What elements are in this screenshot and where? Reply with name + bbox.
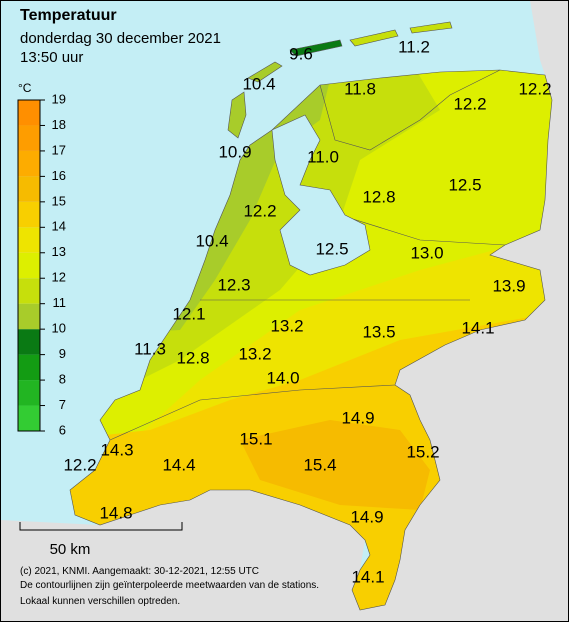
station-value: 13.2 — [238, 344, 271, 363]
station-value: 12.5 — [448, 175, 481, 194]
province-border — [109, 384, 396, 441]
station-value: 15.4 — [303, 455, 336, 474]
station-value: 14.0 — [266, 368, 299, 387]
colorbar-label: 11 — [53, 295, 67, 310]
scale-bar — [19, 522, 183, 531]
colorbar-label: 18 — [52, 117, 66, 132]
station-value: 12.8 — [176, 348, 209, 367]
province-border — [339, 214, 506, 246]
footer-line: De contourlijnen zijn geïnterpoleerde me… — [20, 580, 319, 591]
station-value: 12.2 — [243, 201, 276, 220]
station-value: 14.4 — [162, 455, 195, 474]
station-value: 14.1 — [351, 567, 384, 586]
station-value: 14.1 — [461, 318, 494, 337]
unit: °C — [18, 81, 32, 95]
colorbar-band — [18, 100, 40, 126]
station-value: 14.9 — [341, 408, 374, 427]
island — [227, 91, 247, 139]
island — [247, 61, 283, 83]
colorbar-band — [18, 329, 40, 355]
colorbar-frame — [17, 99, 41, 432]
footer-line: Lokaal kunnen verschillen optreden. — [20, 596, 180, 607]
colorbar: 6 7 8 9 10 11 12 13 14 15 16 17 18 19 — [17, 91, 67, 437]
colorbar-label: 19 — [52, 91, 66, 106]
station-value: 9.6 — [289, 44, 313, 63]
colorbar-band — [18, 380, 40, 406]
colorbar-band — [18, 125, 40, 151]
station-value: 10.4 — [195, 231, 228, 250]
ijsselmeer — [271, 114, 371, 276]
station-value: 15.1 — [239, 429, 272, 448]
station-value: 15.2 — [406, 442, 439, 461]
station-value: 10.9 — [218, 142, 251, 161]
island — [409, 21, 453, 34]
station-value: 12.3 — [217, 275, 250, 294]
colorbar-band — [18, 252, 40, 279]
station-value: 13.5 — [362, 322, 395, 341]
colorbar-label: 12 — [52, 270, 66, 285]
station-value: 13.9 — [492, 276, 525, 295]
islands — [227, 21, 453, 139]
country-border — [69, 69, 553, 611]
island — [289, 39, 343, 57]
station-value: 14.9 — [350, 507, 383, 526]
colorbar-band — [18, 176, 40, 202]
colorbar-label: 9 — [59, 346, 66, 361]
title: Temperatuur — [20, 7, 117, 24]
station-value: 13.2 — [270, 316, 303, 335]
station-value: 11.3 — [134, 339, 166, 358]
time: 13:50 uur — [20, 49, 83, 66]
station-value: 12.2 — [518, 79, 551, 98]
borders — [69, 69, 553, 611]
colorbar-band — [18, 150, 40, 177]
zone — [240, 420, 430, 510]
island — [349, 29, 399, 47]
colorbar-label: 13 — [52, 244, 66, 259]
station-value: 12.2 — [453, 94, 486, 113]
colorbar-label: 10 — [52, 321, 66, 336]
station-value: 14.8 — [99, 503, 132, 522]
colorbar-label: 17 — [52, 142, 66, 157]
colorbar-label: 14 — [52, 219, 66, 234]
colorbar-band — [18, 303, 40, 330]
colorbar-band — [18, 278, 40, 304]
date: donderdag 30 december 2021 — [20, 30, 221, 47]
station-value: 12.1 — [172, 304, 205, 323]
colorbar-band — [18, 227, 40, 253]
province-border — [319, 69, 501, 151]
scale-label: 50 km — [50, 541, 91, 558]
station-value: 10.4 — [242, 74, 275, 93]
station-value: 12.8 — [362, 187, 395, 206]
stations: 9.6 11.2 10.4 11.8 12.2 12.2 10.9 11.0 12.8 12.5 1… — [63, 37, 551, 586]
station-value: 12.5 — [315, 239, 348, 258]
station-value: 12.2 — [63, 455, 96, 474]
station-value: 13.0 — [410, 243, 443, 262]
colorbar-label: 6 — [59, 422, 66, 437]
station-value: 14.3 — [100, 440, 133, 459]
station-value: 11.2 — [398, 37, 430, 56]
colorbar-band — [18, 201, 40, 228]
station-value: 11.0 — [307, 147, 339, 166]
colorbar-band — [18, 354, 40, 381]
footer-line: (c) 2021, KNMI. Aangemaakt: 30-12-2021, … — [20, 566, 259, 577]
colorbar-label: 7 — [59, 397, 66, 412]
station-value: 11.8 — [344, 79, 376, 98]
colorbar-label: 16 — [52, 168, 66, 183]
colorbar-label: 8 — [59, 372, 66, 387]
colorbar-band — [18, 405, 40, 431]
colorbar-label: 15 — [52, 193, 66, 208]
